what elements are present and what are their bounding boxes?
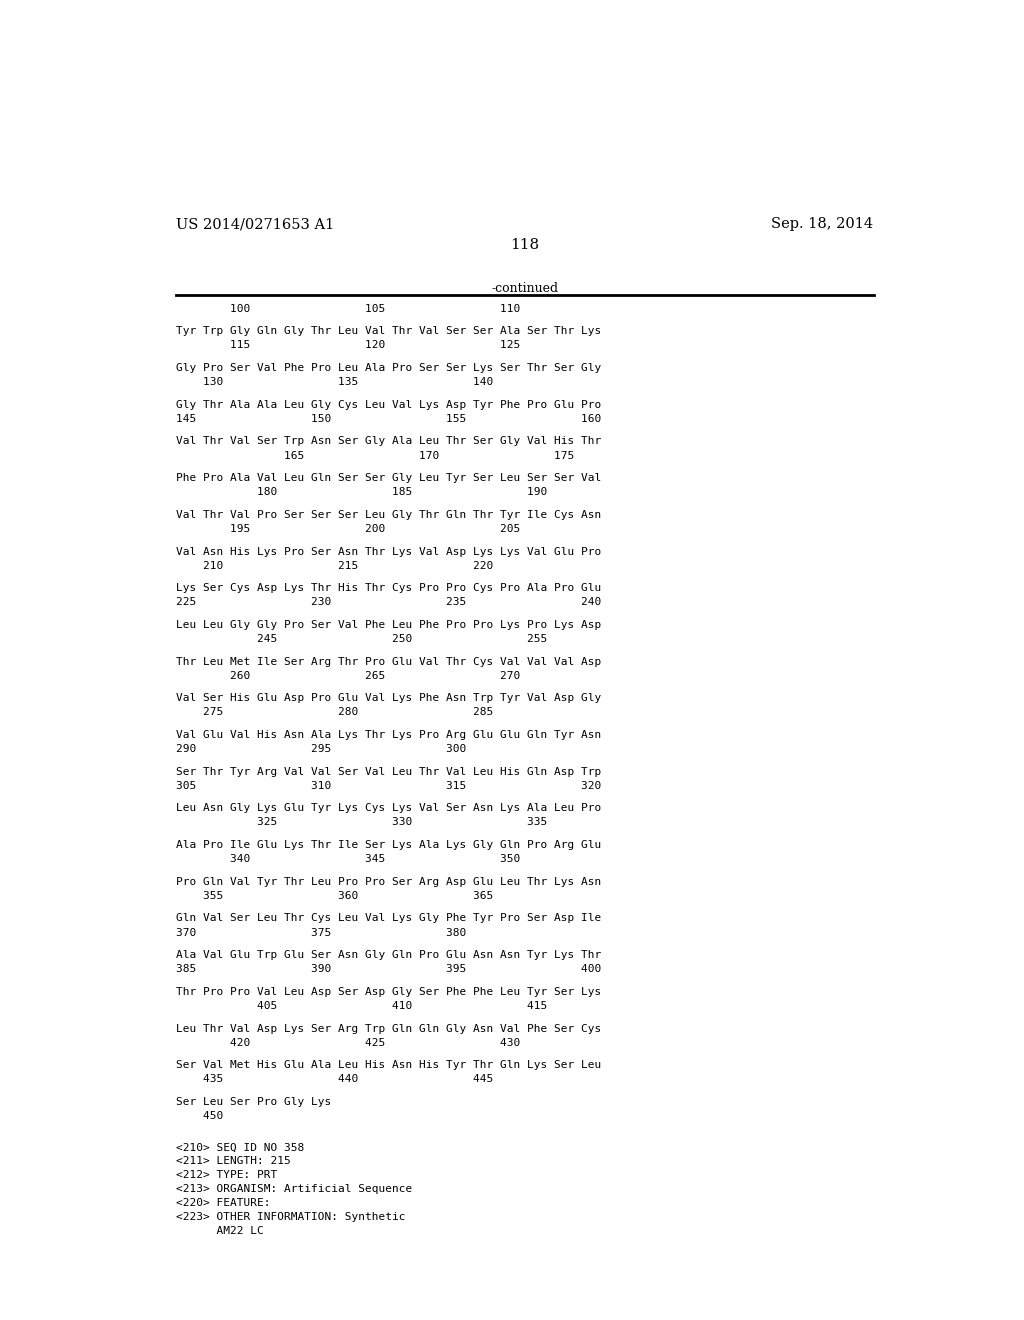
Text: 145                 150                 155                 160: 145 150 155 160 <box>176 414 601 424</box>
Text: Thr Pro Pro Val Leu Asp Ser Asp Gly Ser Phe Phe Leu Tyr Ser Lys: Thr Pro Pro Val Leu Asp Ser Asp Gly Ser … <box>176 987 601 997</box>
Text: 385                 390                 395                 400: 385 390 395 400 <box>176 964 601 974</box>
Text: -continued: -continued <box>492 282 558 296</box>
Text: 370                 375                 380: 370 375 380 <box>176 928 466 937</box>
Text: 355                 360                 365: 355 360 365 <box>176 891 494 900</box>
Text: Lys Ser Cys Asp Lys Thr His Thr Cys Pro Pro Cys Pro Ala Pro Glu: Lys Ser Cys Asp Lys Thr His Thr Cys Pro … <box>176 583 601 593</box>
Text: <212> TYPE: PRT: <212> TYPE: PRT <box>176 1171 278 1180</box>
Text: <223> OTHER INFORMATION: Synthetic: <223> OTHER INFORMATION: Synthetic <box>176 1212 406 1222</box>
Text: Val Asn His Lys Pro Ser Asn Thr Lys Val Asp Lys Lys Val Glu Pro: Val Asn His Lys Pro Ser Asn Thr Lys Val … <box>176 546 601 557</box>
Text: <213> ORGANISM: Artificial Sequence: <213> ORGANISM: Artificial Sequence <box>176 1184 413 1195</box>
Text: Val Ser His Glu Asp Pro Glu Val Lys Phe Asn Trp Tyr Val Asp Gly: Val Ser His Glu Asp Pro Glu Val Lys Phe … <box>176 693 601 704</box>
Text: 180                 185                 190: 180 185 190 <box>176 487 547 498</box>
Text: 100                 105                 110: 100 105 110 <box>176 304 520 314</box>
Text: 340                 345                 350: 340 345 350 <box>176 854 520 865</box>
Text: Pro Gln Val Tyr Thr Leu Pro Pro Ser Arg Asp Glu Leu Thr Lys Asn: Pro Gln Val Tyr Thr Leu Pro Pro Ser Arg … <box>176 876 601 887</box>
Text: Ser Leu Ser Pro Gly Lys: Ser Leu Ser Pro Gly Lys <box>176 1097 332 1107</box>
Text: 290                 295                 300: 290 295 300 <box>176 744 466 754</box>
Text: 165                 170                 175: 165 170 175 <box>176 450 574 461</box>
Text: Val Glu Val His Asn Ala Lys Thr Lys Pro Arg Glu Glu Gln Tyr Asn: Val Glu Val His Asn Ala Lys Thr Lys Pro … <box>176 730 601 741</box>
Text: 450: 450 <box>176 1111 223 1121</box>
Text: 130                 135                 140: 130 135 140 <box>176 378 494 387</box>
Text: <220> FEATURE:: <220> FEATURE: <box>176 1199 270 1208</box>
Text: 195                 200                 205: 195 200 205 <box>176 524 520 533</box>
Text: Thr Leu Met Ile Ser Arg Thr Pro Glu Val Thr Cys Val Val Val Asp: Thr Leu Met Ile Ser Arg Thr Pro Glu Val … <box>176 656 601 667</box>
Text: Gly Thr Ala Ala Leu Gly Cys Leu Val Lys Asp Tyr Phe Pro Glu Pro: Gly Thr Ala Ala Leu Gly Cys Leu Val Lys … <box>176 400 601 409</box>
Text: AM22 LC: AM22 LC <box>176 1226 264 1237</box>
Text: 420                 425                 430: 420 425 430 <box>176 1038 520 1048</box>
Text: Sep. 18, 2014: Sep. 18, 2014 <box>771 218 873 231</box>
Text: Leu Leu Gly Gly Pro Ser Val Phe Leu Phe Pro Pro Lys Pro Lys Asp: Leu Leu Gly Gly Pro Ser Val Phe Leu Phe … <box>176 620 601 630</box>
Text: <211> LENGTH: 215: <211> LENGTH: 215 <box>176 1156 291 1167</box>
Text: 225                 230                 235                 240: 225 230 235 240 <box>176 597 601 607</box>
Text: 260                 265                 270: 260 265 270 <box>176 671 520 681</box>
Text: Val Thr Val Pro Ser Ser Ser Leu Gly Thr Gln Thr Tyr Ile Cys Asn: Val Thr Val Pro Ser Ser Ser Leu Gly Thr … <box>176 510 601 520</box>
Text: 405                 410                 415: 405 410 415 <box>176 1001 547 1011</box>
Text: <210> SEQ ID NO 358: <210> SEQ ID NO 358 <box>176 1142 304 1152</box>
Text: 115                 120                 125: 115 120 125 <box>176 341 520 350</box>
Text: Ser Val Met His Glu Ala Leu His Asn His Tyr Thr Gln Lys Ser Leu: Ser Val Met His Glu Ala Leu His Asn His … <box>176 1060 601 1071</box>
Text: Ala Val Glu Trp Glu Ser Asn Gly Gln Pro Glu Asn Asn Tyr Lys Thr: Ala Val Glu Trp Glu Ser Asn Gly Gln Pro … <box>176 950 601 960</box>
Text: Ser Thr Tyr Arg Val Val Ser Val Leu Thr Val Leu His Gln Asp Trp: Ser Thr Tyr Arg Val Val Ser Val Leu Thr … <box>176 767 601 776</box>
Text: 435                 440                 445: 435 440 445 <box>176 1074 494 1084</box>
Text: Leu Asn Gly Lys Glu Tyr Lys Cys Lys Val Ser Asn Lys Ala Leu Pro: Leu Asn Gly Lys Glu Tyr Lys Cys Lys Val … <box>176 804 601 813</box>
Text: Val Thr Val Ser Trp Asn Ser Gly Ala Leu Thr Ser Gly Val His Thr: Val Thr Val Ser Trp Asn Ser Gly Ala Leu … <box>176 437 601 446</box>
Text: Tyr Trp Gly Gln Gly Thr Leu Val Thr Val Ser Ser Ala Ser Thr Lys: Tyr Trp Gly Gln Gly Thr Leu Val Thr Val … <box>176 326 601 337</box>
Text: 245                 250                 255: 245 250 255 <box>176 634 547 644</box>
Text: Gln Val Ser Leu Thr Cys Leu Val Lys Gly Phe Tyr Pro Ser Asp Ile: Gln Val Ser Leu Thr Cys Leu Val Lys Gly … <box>176 913 601 924</box>
Text: 275                 280                 285: 275 280 285 <box>176 708 494 717</box>
Text: 305                 310                 315                 320: 305 310 315 320 <box>176 780 601 791</box>
Text: 325                 330                 335: 325 330 335 <box>176 817 547 828</box>
Text: US 2014/0271653 A1: US 2014/0271653 A1 <box>176 218 334 231</box>
Text: 210                 215                 220: 210 215 220 <box>176 561 494 570</box>
Text: Phe Pro Ala Val Leu Gln Ser Ser Gly Leu Tyr Ser Leu Ser Ser Val: Phe Pro Ala Val Leu Gln Ser Ser Gly Leu … <box>176 473 601 483</box>
Text: Leu Thr Val Asp Lys Ser Arg Trp Gln Gln Gly Asn Val Phe Ser Cys: Leu Thr Val Asp Lys Ser Arg Trp Gln Gln … <box>176 1023 601 1034</box>
Text: Gly Pro Ser Val Phe Pro Leu Ala Pro Ser Ser Lys Ser Thr Ser Gly: Gly Pro Ser Val Phe Pro Leu Ala Pro Ser … <box>176 363 601 374</box>
Text: Ala Pro Ile Glu Lys Thr Ile Ser Lys Ala Lys Gly Gln Pro Arg Glu: Ala Pro Ile Glu Lys Thr Ile Ser Lys Ala … <box>176 840 601 850</box>
Text: 118: 118 <box>510 238 540 252</box>
